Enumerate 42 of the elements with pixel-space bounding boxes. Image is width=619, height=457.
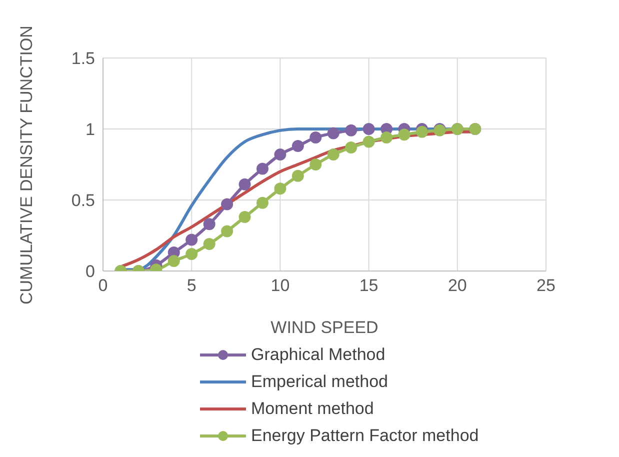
point: [362, 136, 375, 148]
point: [186, 248, 198, 260]
point: [327, 127, 340, 140]
point: [345, 141, 358, 154]
point: [362, 123, 375, 135]
x-tick-label: 0: [98, 276, 108, 296]
y-tick-label: 1: [86, 120, 95, 140]
point: [274, 182, 286, 195]
point: [292, 170, 304, 182]
point: [345, 124, 358, 136]
point: [398, 128, 410, 141]
point: [327, 148, 340, 161]
x-axis-title: WIND SPEED: [270, 318, 378, 337]
point: [416, 126, 428, 138]
point: [238, 178, 251, 190]
y-tick-label: 1.5: [71, 49, 95, 68]
point: [256, 162, 268, 175]
point: [292, 140, 304, 152]
point: [310, 132, 322, 144]
point: [186, 234, 198, 246]
x-tick-label: 5: [186, 276, 196, 296]
point: [221, 225, 234, 238]
point: [256, 196, 268, 209]
x-tick-label: 15: [359, 276, 378, 296]
point: [274, 148, 286, 161]
y-tick-label: 0.5: [71, 191, 95, 210]
legend-label: Moment method: [251, 398, 374, 418]
point: [238, 211, 251, 224]
point: [203, 238, 216, 250]
y-tick-label: 0: [86, 262, 95, 282]
x-tick-label: 20: [448, 276, 467, 296]
point: [380, 132, 393, 144]
point: [168, 255, 180, 268]
x-tick-label: 10: [270, 276, 290, 296]
legend-label: Energy Pattern Factor method: [251, 426, 479, 446]
point: [203, 218, 216, 230]
legend-label: Emperical method: [251, 372, 388, 392]
y-axis-title: CUMULATIVE DENSITY FUNCTION: [17, 26, 36, 304]
legend-label: Graphical Method: [251, 344, 386, 364]
point: [310, 158, 322, 170]
point: [221, 198, 234, 210]
x-tick-label: 25: [536, 276, 556, 296]
